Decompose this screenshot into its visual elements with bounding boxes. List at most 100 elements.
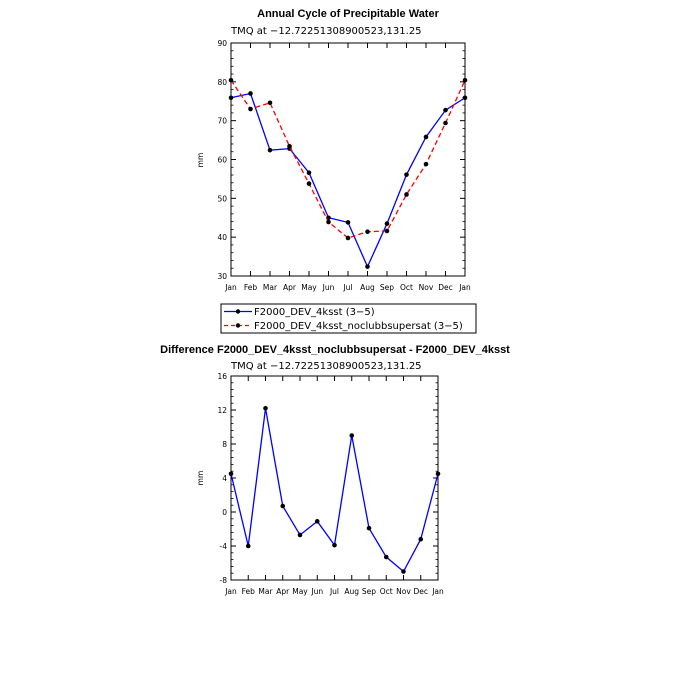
- chart2-x-tick-labels: Jan Feb Mar Apr May Jun Jul Aug Sep Oct Nov Dec Jan: [224, 587, 444, 596]
- chart1-y-axis-label: mm: [196, 153, 205, 168]
- legend-box: [220, 303, 477, 334]
- chart1-x-tick-label: Apr: [283, 283, 297, 292]
- chart1-title: Annual Cycle of Precipitable Water: [257, 8, 439, 20]
- chart2-x-tick-label: Aug: [344, 587, 359, 596]
- chart2-series-1-point: [297, 532, 303, 538]
- chart2-x-tick-label: Sep: [362, 587, 376, 596]
- chart1-ticks: [230, 42, 466, 277]
- chart2-x-tick-label: Jan: [431, 587, 444, 596]
- chart1-x-tick-label: Jan: [224, 283, 237, 292]
- chart1-series-2-point: [228, 77, 234, 83]
- chart1-x-tick-label: Nov: [419, 283, 434, 292]
- chart2-series-1-point: [435, 471, 441, 477]
- annual-cycle-chart: Annual Cycle of Precipitable Water TMQ a…: [196, 8, 471, 292]
- chart2-y-tick-label: -4: [220, 542, 228, 551]
- legend-marker-series-1: [235, 309, 241, 314]
- chart1-y-tick-label: 70: [217, 117, 227, 126]
- chart1-series-2-point: [267, 100, 273, 106]
- chart1-y-tick-label: 50: [217, 194, 227, 203]
- chart2-x-tick-label: Feb: [242, 587, 256, 596]
- chart2-series-1-point: [366, 525, 372, 531]
- chart1-series-2-point: [365, 229, 370, 235]
- chart2-y-axis-label: mm: [196, 471, 205, 486]
- chart1-x-tick-label: Jul: [342, 283, 352, 292]
- chart1-series-2-point: [462, 77, 468, 83]
- chart1-y-tick-label: 80: [217, 78, 227, 87]
- chart2-x-tick-label: Jan: [224, 587, 237, 596]
- chart1-series-2-point: [384, 228, 390, 234]
- chart2-x-tick-label: Apr: [276, 587, 290, 596]
- chart1-series-2-point: [404, 192, 409, 197]
- chart1-series-1-point: [345, 220, 351, 225]
- chart1-series-2-point: [345, 235, 351, 241]
- chart1-series-1-point: [384, 221, 390, 226]
- chart1-series-2-point: [248, 106, 253, 112]
- legend-marker-series-2: [235, 323, 241, 328]
- chart1-x-tick-label: Dec: [438, 283, 453, 292]
- chart1-series-1-point: [443, 107, 448, 113]
- chart1-x-tick-label: Sep: [380, 283, 394, 292]
- chart1-series-1-point: [267, 147, 273, 153]
- chart2-series-1-point: [245, 543, 251, 549]
- chart1-y-tick-label: 60: [217, 156, 227, 165]
- legend-label-series-2: F2000_DEV_4ksst_noclubbsupersat (3−5): [254, 321, 463, 332]
- chart2-x-tick-label: Jun: [310, 587, 323, 596]
- chart2-y-tick-label: -8: [220, 576, 228, 585]
- chart1-legend: F2000_DEV_4ksst (3−5) F2000_DEV_4ksst_no…: [220, 303, 477, 334]
- chart1-series-1-point: [404, 172, 409, 177]
- chart2-series: [228, 406, 441, 574]
- chart2-x-tick-label: Dec: [413, 587, 428, 596]
- chart2-subtitle: TMQ at −12.72251308900523,131.25: [230, 361, 422, 372]
- chart2-y-tick-label: 8: [222, 440, 227, 449]
- difference-chart: Difference F2000_DEV_4ksst_noclubbsupers…: [160, 344, 510, 596]
- chart1-series-2-point: [306, 181, 312, 186]
- chart2-x-tick-label: Nov: [396, 587, 411, 596]
- chart1-series-2-point: [326, 219, 331, 225]
- chart1-series: [228, 77, 468, 269]
- chart2-series-1-point: [418, 536, 424, 542]
- chart1-series-2-point: [287, 143, 292, 149]
- chart1-x-tick-label: May: [301, 283, 317, 292]
- chart1-series-1-point: [462, 95, 468, 101]
- chart2-y-tick-labels: -8 -4 0 4 8 12 16: [217, 372, 227, 585]
- chart1-series-1-point: [306, 170, 312, 176]
- chart2-y-tick-label: 12: [217, 406, 227, 415]
- chart2-series-1-point: [314, 519, 320, 524]
- chart2-series-1-point: [228, 471, 234, 477]
- chart1-series-2-point: [443, 120, 448, 126]
- chart2-series-1-point: [332, 542, 337, 548]
- chart1-x-tick-label: Mar: [263, 283, 278, 292]
- chart1-x-tick-label: Aug: [360, 283, 375, 292]
- chart2-x-tick-label: May: [292, 587, 308, 596]
- chart1-series-1-point: [228, 95, 234, 101]
- chart2-x-tick-label: Oct: [380, 587, 393, 596]
- chart2-ticks: [230, 375, 439, 581]
- chart1-series-2-point: [423, 161, 429, 167]
- chart2-y-tick-label: 16: [217, 372, 227, 381]
- chart2-series-1-point: [349, 433, 355, 438]
- chart1-y-tick-label: 30: [217, 272, 227, 281]
- chart2-title: Difference F2000_DEV_4ksst_noclubbsupers…: [160, 344, 510, 356]
- chart2-series-1-point: [263, 406, 268, 411]
- chart1-x-tick-label: Feb: [244, 283, 258, 292]
- chart2-x-tick-label: Mar: [258, 587, 273, 596]
- chart1-series-1-point: [423, 134, 429, 140]
- chart2-y-tick-label: 4: [222, 474, 227, 483]
- chart2-x-tick-label: Jul: [329, 587, 339, 596]
- chart1-series-1-point: [365, 264, 370, 269]
- chart1-series-1-point: [248, 91, 253, 96]
- chart1-y-tick-label: 40: [217, 233, 227, 242]
- chart2-series-1-point: [401, 569, 406, 574]
- chart1-y-tick-labels: 30 40 50 60 70 80 90: [217, 39, 227, 281]
- legend-label-series-1: F2000_DEV_4ksst (3−5): [254, 307, 375, 318]
- chart2-series-1-point: [383, 554, 389, 560]
- chart1-x-tick-label: Jan: [458, 283, 471, 292]
- chart1-x-tick-labels: Jan Feb Mar Apr May Jun Jul Aug Sep Oct Nov Dec Jan: [224, 283, 471, 292]
- chart1-subtitle: TMQ at −12.72251308900523,131.25: [230, 26, 422, 37]
- chart1-x-tick-label: Jun: [322, 283, 335, 292]
- chart2-series-1-point: [280, 503, 286, 509]
- chart1-x-tick-label: Oct: [400, 283, 413, 292]
- chart1-y-tick-label: 90: [217, 39, 227, 48]
